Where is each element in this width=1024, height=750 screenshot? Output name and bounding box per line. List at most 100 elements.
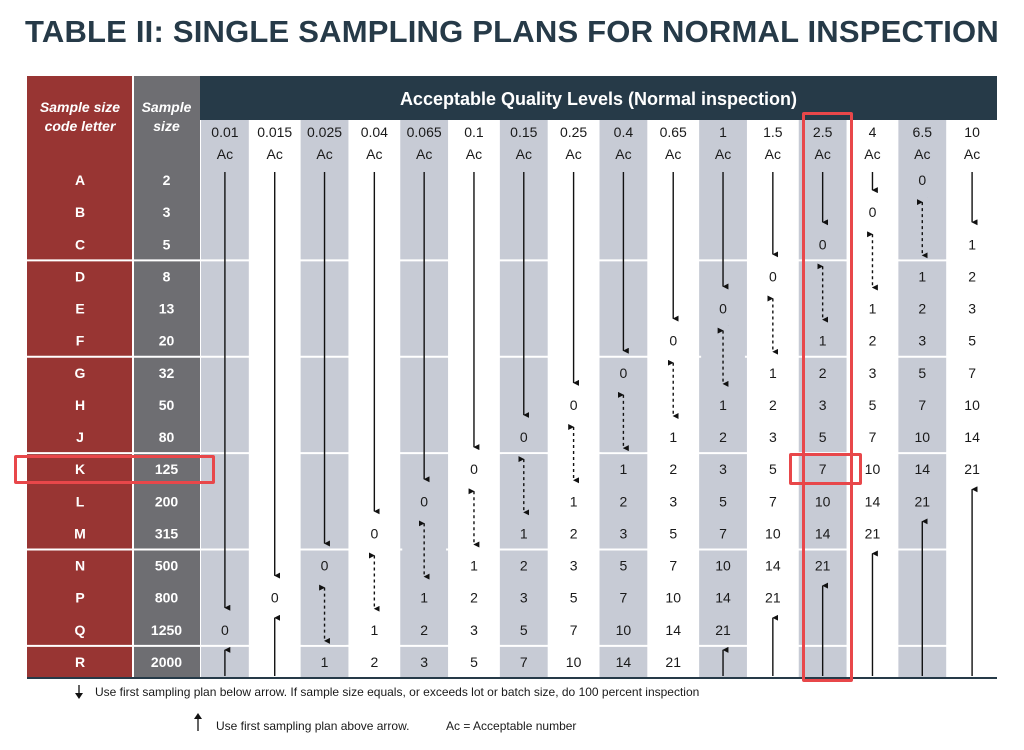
acceptance-number: 2 xyxy=(620,493,628,509)
sample-size: 500 xyxy=(155,558,179,574)
code-letter: B xyxy=(75,204,85,220)
acceptance-number: 7 xyxy=(918,397,926,413)
acceptance-number: 0 xyxy=(819,236,827,252)
acceptance-number: 7 xyxy=(520,654,528,670)
sample-size: 5 xyxy=(163,236,171,252)
acceptance-number: 3 xyxy=(669,493,677,509)
aql-level-label: 1.5 xyxy=(763,124,783,140)
sample-size: 200 xyxy=(155,493,179,509)
ac-label: Ac xyxy=(217,146,233,162)
acceptance-number: 0 xyxy=(869,204,877,220)
acceptance-number: 5 xyxy=(719,493,727,509)
acceptance-number: 5 xyxy=(869,397,877,413)
acceptance-number: 5 xyxy=(819,429,827,445)
acceptance-number: 14 xyxy=(765,558,781,574)
acceptance-number: 0 xyxy=(719,301,727,317)
sample-size: 80 xyxy=(159,429,175,445)
acceptance-number: 1 xyxy=(520,525,528,541)
aql-level-label: 0.65 xyxy=(660,124,687,140)
acceptance-number: 1 xyxy=(620,461,628,477)
acceptance-number: 5 xyxy=(769,461,777,477)
code-letter: H xyxy=(75,397,85,413)
acceptance-number: 21 xyxy=(865,525,881,541)
footnote-down-text: Use first sampling plan below arrow. If … xyxy=(95,685,700,699)
acceptance-number: 2 xyxy=(918,301,926,317)
sample-size: 315 xyxy=(155,525,179,541)
acceptance-number: 1 xyxy=(769,365,777,381)
sample-size: 13 xyxy=(159,301,175,317)
highlight-column-2-5 xyxy=(802,112,853,682)
acceptance-number: 1 xyxy=(420,590,428,606)
code-letter: Q xyxy=(75,622,86,638)
acceptance-number: 3 xyxy=(819,397,827,413)
acceptance-number: 10 xyxy=(865,461,881,477)
acceptance-number: 0 xyxy=(570,397,578,413)
acceptance-number: 0 xyxy=(370,525,378,541)
acceptance-number: 5 xyxy=(669,525,677,541)
footnote-up-text: Use first sampling plan above arrow. xyxy=(216,719,410,733)
acceptance-number: 5 xyxy=(570,590,578,606)
ac-label: Ac xyxy=(466,146,482,162)
acceptance-number: 1 xyxy=(570,493,578,509)
acceptance-number: 7 xyxy=(968,365,976,381)
sample-size: 3 xyxy=(163,204,171,220)
code-letter: E xyxy=(75,301,84,317)
acceptance-number: 10 xyxy=(765,525,781,541)
acceptance-number: 0 xyxy=(420,493,428,509)
aql-header-title: Acceptable Quality Levels (Normal inspec… xyxy=(400,89,797,109)
acceptance-number: 7 xyxy=(819,461,827,477)
acceptance-number: 0 xyxy=(769,268,777,284)
sample-size: 32 xyxy=(159,365,175,381)
acceptance-number: 3 xyxy=(570,558,578,574)
ac-label: Ac xyxy=(864,146,880,162)
acceptance-number: 3 xyxy=(869,365,877,381)
acceptance-number: 3 xyxy=(719,461,727,477)
acceptance-number: 10 xyxy=(665,590,681,606)
code-letter: D xyxy=(75,268,85,284)
ac-label: Ac xyxy=(964,146,980,162)
acceptance-number: 2 xyxy=(719,429,727,445)
ac-label: Ac xyxy=(765,146,781,162)
acceptance-number: 1 xyxy=(321,654,329,670)
code-letter-header: Sample size xyxy=(40,99,120,115)
acceptance-number: 10 xyxy=(715,558,731,574)
code-letter: J xyxy=(76,429,84,445)
ac-label: Ac xyxy=(267,146,283,162)
aql-header-bar xyxy=(200,76,997,120)
code-letter: G xyxy=(75,365,86,381)
sample-size: 1250 xyxy=(151,622,182,638)
acceptance-number: 21 xyxy=(665,654,681,670)
acceptance-number: 14 xyxy=(865,493,881,509)
code-letter: N xyxy=(75,558,85,574)
acceptance-number: 2 xyxy=(769,397,777,413)
aql-level-label: 1 xyxy=(719,124,727,140)
acceptance-number: 10 xyxy=(914,429,930,445)
code-letter: A xyxy=(75,172,85,188)
acceptance-number: 7 xyxy=(769,493,777,509)
acceptance-number: 1 xyxy=(918,268,926,284)
code-letter: F xyxy=(76,333,85,349)
acceptance-number: 5 xyxy=(968,333,976,349)
code-letter: C xyxy=(75,236,85,252)
page-title: TABLE II: SINGLE SAMPLING PLANS FOR NORM… xyxy=(25,14,999,49)
ac-label: Ac xyxy=(615,146,631,162)
ac-label: Ac xyxy=(665,146,681,162)
aql-level-label: 0.015 xyxy=(257,124,292,140)
acceptance-number: 0 xyxy=(520,429,528,445)
acceptance-number: 1 xyxy=(819,333,827,349)
sample-size-header: size xyxy=(153,118,180,134)
sample-size: 20 xyxy=(159,333,175,349)
acceptance-number: 14 xyxy=(715,590,731,606)
acceptance-number: 0 xyxy=(620,365,628,381)
highlight-row-k xyxy=(14,455,215,484)
acceptance-number: 1 xyxy=(470,558,478,574)
aql-level-label: 0.4 xyxy=(614,124,634,140)
aql-level-label: 0.1 xyxy=(464,124,484,140)
acceptance-number: 3 xyxy=(918,333,926,349)
acceptance-number: 3 xyxy=(470,622,478,638)
acceptance-number: 2 xyxy=(470,590,478,606)
acceptance-number: 3 xyxy=(520,590,528,606)
acceptance-number: 10 xyxy=(566,654,582,670)
sample-size: 8 xyxy=(163,268,171,284)
